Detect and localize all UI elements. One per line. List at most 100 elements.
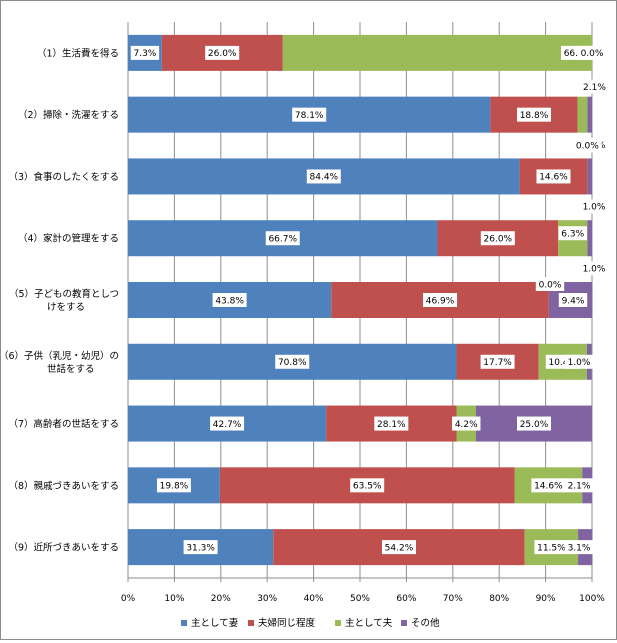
data-label-bg — [306, 169, 341, 184]
data-label-bg — [558, 226, 587, 241]
x-tick-label: 80% — [489, 594, 509, 604]
data-label: 25.0% — [520, 420, 549, 430]
data-label-bg — [350, 478, 385, 493]
legend-swatch — [181, 620, 187, 626]
data-label: 63.5% — [353, 482, 382, 492]
x-tick-label: 60% — [396, 594, 416, 604]
x-tick-label: 100% — [579, 594, 605, 604]
category-label: （2）掃除・洗濯をする — [18, 109, 119, 121]
x-tick-label: 10% — [164, 594, 184, 604]
legend-swatch — [248, 620, 254, 626]
bar-segment — [587, 158, 592, 195]
legend-swatch — [401, 620, 407, 626]
data-label-bg — [265, 231, 300, 246]
data-label-bg — [579, 261, 609, 276]
data-label-bg — [205, 45, 240, 60]
data-label-bg — [210, 416, 245, 431]
data-label-bg — [480, 231, 515, 246]
legend-entry: その他 — [411, 617, 440, 629]
data-label: 11.5% — [537, 543, 566, 553]
data-label: 1.0% — [583, 203, 606, 213]
data-label: 1.0% — [583, 265, 606, 275]
data-label: 43.8% — [215, 296, 244, 306]
x-tick-label: 30% — [257, 594, 277, 604]
data-label: 78.1% — [295, 111, 324, 121]
category-label: （6）子供（乳児・幼児）の — [1, 350, 119, 362]
data-label-bg — [558, 293, 588, 307]
data-label: 14.6% — [539, 173, 568, 183]
data-label: 66.7% — [268, 235, 297, 245]
category-label: （5）子どもの教育としつ — [9, 288, 119, 300]
bar-segment — [587, 96, 592, 133]
category-label: けをする — [47, 302, 85, 313]
x-tick-label: 0% — [121, 594, 136, 604]
data-label: 3.1% — [568, 543, 591, 553]
x-tick-label: 20% — [211, 594, 231, 604]
data-label-bg — [480, 354, 515, 369]
data-label: 46.9% — [426, 296, 455, 306]
data-label-bg — [534, 540, 569, 555]
data-label: 18.8% — [520, 111, 549, 121]
data-label: 6.3% — [561, 230, 584, 240]
data-label-bg — [580, 79, 609, 94]
data-label: 42.7% — [213, 420, 242, 430]
data-label: 2.1% — [583, 83, 606, 93]
data-label: 54.2% — [385, 543, 414, 553]
data-label-bg — [212, 293, 247, 307]
data-label-bg — [183, 540, 218, 555]
category-label: （8）親戚づきあいをする — [8, 480, 119, 492]
data-label: 0.0% — [581, 49, 604, 59]
bar-segment — [577, 96, 588, 133]
data-label-bg — [517, 107, 551, 122]
data-label-bg — [156, 478, 191, 493]
legend-entry: 主として夫 — [345, 617, 393, 629]
data-label-bg — [452, 416, 481, 431]
bar-segment — [587, 220, 592, 257]
x-tick-label: 50% — [350, 594, 370, 604]
data-label-bg — [535, 277, 565, 291]
data-label: 10.4% — [548, 358, 577, 368]
data-label: 84.4% — [310, 173, 339, 183]
data-label-bg — [536, 169, 571, 184]
data-label-bg — [531, 478, 566, 493]
category-label: （9）近所づきあいをする — [8, 542, 119, 554]
data-label-bg — [130, 45, 160, 60]
legend-entry: 主として妻 — [191, 617, 239, 629]
data-label-bg — [517, 416, 551, 431]
data-label-bg — [564, 354, 594, 369]
x-tick-label: 70% — [443, 594, 463, 604]
x-tick-label: 90% — [536, 594, 556, 604]
category-label: （7）高齢者の世話をする — [8, 418, 119, 430]
data-label-bg — [275, 354, 310, 369]
data-label: 9.4% — [562, 296, 585, 306]
data-label-bg — [577, 45, 607, 60]
data-label: 70.8% — [278, 358, 307, 368]
bar-segment — [282, 34, 592, 71]
x-axis-ticks: 0% 10% 20% 30% 40% 50% 60% 70% 80% 90% 100% — [121, 577, 605, 604]
data-label: 14.6% — [534, 482, 563, 492]
data-label: 31.3% — [186, 543, 215, 553]
legend-entry: 夫婦同じ程度 — [258, 617, 316, 629]
data-label: 26.0% — [208, 49, 237, 59]
data-label: 0.0% — [576, 142, 599, 152]
legend-swatch — [335, 620, 341, 626]
data-label: 2.1% — [568, 482, 591, 492]
data-label-bg — [579, 199, 609, 214]
data-label-bg — [423, 293, 458, 307]
data-label: 1.0% — [568, 358, 591, 368]
data-label: 26.0% — [484, 235, 513, 245]
data-label-bg — [374, 416, 409, 431]
legend: 主として妻 夫婦同じ程度 主として夫 その他 — [181, 617, 440, 629]
data-label-bg — [564, 540, 594, 555]
category-label: （4）家計の管理をする — [18, 233, 119, 245]
category-label: （1）生活費を得る — [37, 47, 119, 59]
data-label-bg — [564, 478, 594, 493]
category-label: （3）食事のしたくをする — [8, 171, 119, 183]
data-labels: 7.3% 26.0% 66.7% 0.0% 78.1% 18.8% 2.1% 1.0% 84.4… — [130, 45, 609, 555]
category-label: 世話をする — [47, 363, 95, 375]
data-label-bg — [292, 107, 327, 122]
data-label: 17.7% — [483, 358, 512, 368]
data-label: 19.8% — [160, 482, 189, 492]
data-label: 7.3% — [133, 49, 156, 59]
